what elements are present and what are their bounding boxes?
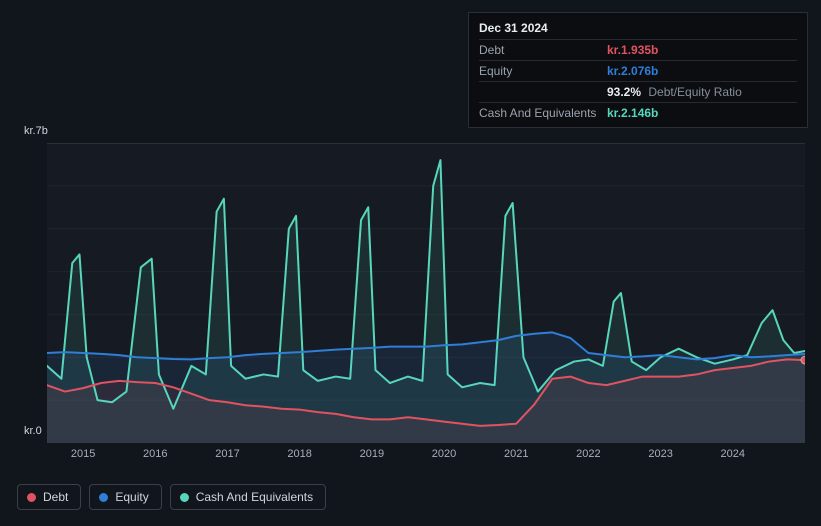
- tooltip-row-cash: Cash And Equivalents kr.2.146b: [479, 102, 797, 123]
- xaxis-tick-label: 2024: [721, 448, 745, 460]
- legend-dot: [27, 493, 36, 502]
- legend: Debt Equity Cash And Equivalents: [17, 484, 326, 510]
- tooltip-label: [479, 85, 607, 99]
- tooltip-label: Cash And Equivalents: [479, 106, 607, 120]
- tooltip-value: kr.2.076b: [607, 64, 658, 78]
- legend-label: Cash And Equivalents: [196, 490, 313, 504]
- yaxis-tick-label: kr.7b: [24, 125, 48, 137]
- chart-tooltip: Dec 31 2024 Debt kr.1.935b Equity kr.2.0…: [468, 12, 808, 128]
- xaxis-tick-label: 2021: [504, 448, 528, 460]
- legend-dot: [99, 493, 108, 502]
- tooltip-label: Debt: [479, 43, 607, 57]
- xaxis-tick-label: 2020: [432, 448, 456, 460]
- xaxis-tick-label: 2022: [576, 448, 600, 460]
- xaxis-tick-label: 2018: [287, 448, 311, 460]
- legend-item-cash[interactable]: Cash And Equivalents: [170, 484, 326, 510]
- tooltip-ratio-label: Debt/Equity Ratio: [648, 85, 741, 99]
- tooltip-value: kr.2.146b: [607, 106, 658, 120]
- tooltip-row-equity: Equity kr.2.076b: [479, 60, 797, 81]
- legend-item-equity[interactable]: Equity: [89, 484, 161, 510]
- xaxis-tick-label: 2023: [648, 448, 672, 460]
- tooltip-row-debt: Debt kr.1.935b: [479, 39, 797, 60]
- xaxis-tick-label: 2015: [71, 448, 95, 460]
- tooltip-label: Equity: [479, 64, 607, 78]
- legend-dot: [180, 493, 189, 502]
- tooltip-value: kr.1.935b: [607, 43, 658, 57]
- legend-label: Equity: [115, 490, 148, 504]
- legend-item-debt[interactable]: Debt: [17, 484, 81, 510]
- legend-label: Debt: [43, 490, 68, 504]
- xaxis: 2015 2016 2017 2018 2019 2020 2021 2022 2023 2024: [47, 448, 805, 468]
- xaxis-tick-label: 2016: [143, 448, 167, 460]
- chart-area[interactable]: [17, 143, 805, 443]
- tooltip-date: Dec 31 2024: [479, 19, 797, 39]
- xaxis-tick-label: 2017: [215, 448, 239, 460]
- chart-svg: [47, 143, 805, 443]
- xaxis-tick-label: 2019: [360, 448, 384, 460]
- tooltip-ratio-value: 93.2%: [607, 85, 641, 99]
- tooltip-row-ratio: 93.2% Debt/Equity Ratio: [479, 81, 797, 102]
